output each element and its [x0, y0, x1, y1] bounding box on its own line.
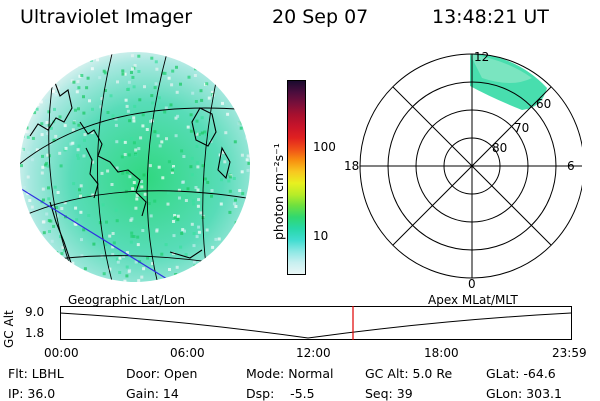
time-label: 13:48:21 UT: [432, 6, 549, 28]
status-seq: Seq: 39: [365, 386, 413, 401]
timeline-left-title: Geographic Lat/Lon: [68, 293, 185, 307]
status-mode: Mode: Normal: [246, 366, 333, 381]
color-bar: [287, 80, 306, 275]
timeline-right-title: Apex MLat/MLT: [428, 293, 518, 307]
altitude-timeline: [60, 306, 572, 340]
earth-image: [20, 52, 250, 282]
mlt-label-0: 0: [468, 277, 476, 288]
mlat-label-80: 80: [492, 141, 507, 155]
timeline-xtick-2359: 23:59: [552, 346, 587, 360]
status-flt: Flt: LBHL: [8, 366, 64, 381]
instrument-title: Ultraviolet Imager: [20, 6, 192, 28]
timeline-ytick-9: 9.0: [25, 305, 44, 319]
colorbar-unit-label: photon cm⁻²s⁻¹: [271, 143, 286, 240]
mlt-label-12: 12: [474, 50, 489, 64]
colorbar-tick-10: 10: [313, 229, 328, 243]
status-gc-alt: GC Alt: 5.0 Re: [365, 366, 452, 381]
mlat-label-70: 70: [514, 121, 529, 135]
colorbar-tick-100: 100: [313, 140, 336, 154]
timeline-xtick-1800: 18:00: [424, 346, 459, 360]
timeline-xtick-0000: 00:00: [44, 346, 79, 360]
mlat-label-60: 60: [536, 97, 551, 111]
status-glat: GLat: -64.6: [486, 366, 556, 381]
mlt-label-18: 18: [344, 159, 359, 173]
timeline-xtick-0600: 06:00: [170, 346, 205, 360]
timeline-ytick-1.8: 1.8: [25, 326, 44, 340]
status-ip: IP: 36.0: [8, 386, 55, 401]
status-gain: Gain: 14: [126, 386, 179, 401]
timeline-ylabel: GC Alt: [2, 310, 16, 348]
polar-plot: 12 18 6 0 60 70 80: [342, 48, 582, 288]
status-glon: GLon: 303.1: [486, 386, 562, 401]
mlt-label-6: 6: [567, 159, 575, 173]
status-door: Door: Open: [126, 366, 197, 381]
date-label: 20 Sep 07: [272, 6, 368, 28]
altitude-curve: [60, 313, 571, 338]
timeline-xtick-1200: 12:00: [296, 346, 331, 360]
status-dsp: Dsp: -5.5: [246, 386, 315, 401]
